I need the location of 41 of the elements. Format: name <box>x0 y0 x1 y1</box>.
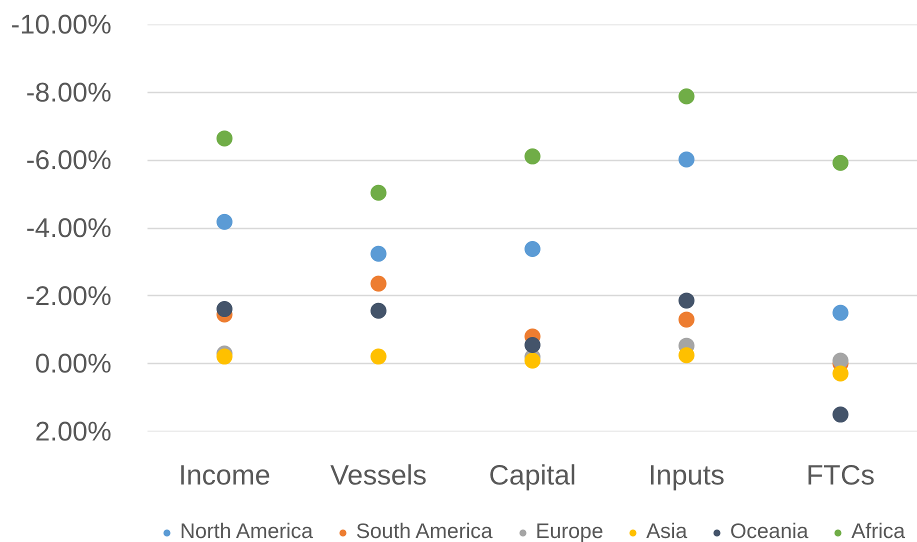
y-tick-label: 0.00% <box>34 348 112 379</box>
point <box>524 241 540 258</box>
point <box>370 246 386 262</box>
point <box>832 304 848 321</box>
legend-label: South America <box>356 520 493 542</box>
y-tick-label: -10.00% <box>10 10 112 40</box>
point <box>678 152 694 168</box>
legend-label: Oceania <box>730 520 808 542</box>
point <box>832 366 848 382</box>
x-tick-label: Income <box>178 460 270 490</box>
point <box>370 276 386 292</box>
point <box>216 130 232 146</box>
y-tick-label: -4.00% <box>26 213 112 243</box>
legend-label: Europe <box>536 520 604 542</box>
point <box>832 154 848 171</box>
point <box>216 348 232 365</box>
legend-label: Asia <box>646 520 688 542</box>
point <box>678 347 694 364</box>
point <box>524 148 540 164</box>
point <box>832 352 848 369</box>
point <box>370 184 386 201</box>
point <box>524 337 540 353</box>
x-tick-label: Vessels <box>330 460 427 490</box>
point <box>216 214 232 230</box>
point <box>216 301 232 318</box>
point <box>370 348 386 365</box>
x-tick-label: Inputs <box>648 460 725 490</box>
y-tick-label: -6.00% <box>26 145 112 176</box>
y-tick-label: -2.00% <box>26 280 112 311</box>
point <box>524 352 540 369</box>
point <box>678 292 694 309</box>
point <box>678 88 694 104</box>
point <box>678 312 694 328</box>
x-tick-label: Capital <box>488 460 576 490</box>
legend-label: Africa <box>851 520 906 542</box>
x-tick-label: FTCs <box>806 460 875 490</box>
point <box>370 302 386 319</box>
point <box>832 406 848 423</box>
y-tick-label: 2.00% <box>34 416 112 446</box>
y-tick-label: -8.00% <box>26 77 112 108</box>
legend-label: North America <box>180 520 313 542</box>
